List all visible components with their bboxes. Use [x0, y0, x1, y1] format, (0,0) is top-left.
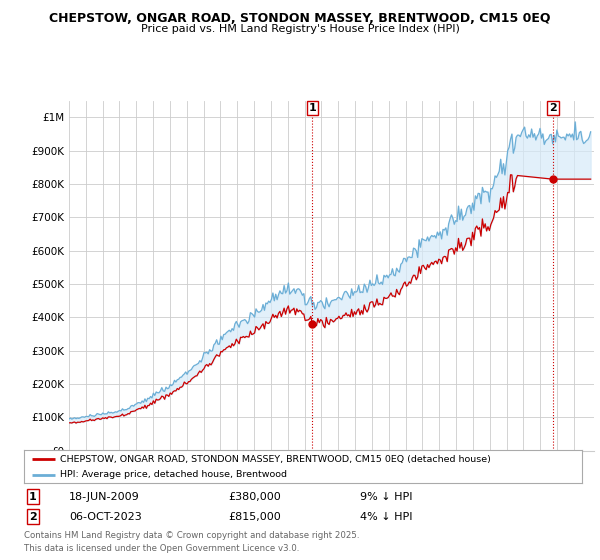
Text: 9% ↓ HPI: 9% ↓ HPI [360, 492, 413, 502]
Text: HPI: Average price, detached house, Brentwood: HPI: Average price, detached house, Bren… [60, 470, 287, 479]
Text: CHEPSTOW, ONGAR ROAD, STONDON MASSEY, BRENTWOOD, CM15 0EQ: CHEPSTOW, ONGAR ROAD, STONDON MASSEY, BR… [49, 12, 551, 25]
Text: 18-JUN-2009: 18-JUN-2009 [69, 492, 140, 502]
Text: £815,000: £815,000 [228, 512, 281, 522]
Text: 1: 1 [308, 102, 316, 113]
Text: 1: 1 [29, 492, 37, 502]
Text: Price paid vs. HM Land Registry's House Price Index (HPI): Price paid vs. HM Land Registry's House … [140, 24, 460, 34]
Text: £380,000: £380,000 [228, 492, 281, 502]
Text: 2: 2 [29, 512, 37, 522]
Text: CHEPSTOW, ONGAR ROAD, STONDON MASSEY, BRENTWOOD, CM15 0EQ (detached house): CHEPSTOW, ONGAR ROAD, STONDON MASSEY, BR… [60, 455, 491, 464]
Text: 2: 2 [549, 102, 557, 113]
Text: Contains HM Land Registry data © Crown copyright and database right 2025.
This d: Contains HM Land Registry data © Crown c… [24, 531, 359, 553]
Text: 4% ↓ HPI: 4% ↓ HPI [360, 512, 413, 522]
Text: 06-OCT-2023: 06-OCT-2023 [69, 512, 142, 522]
